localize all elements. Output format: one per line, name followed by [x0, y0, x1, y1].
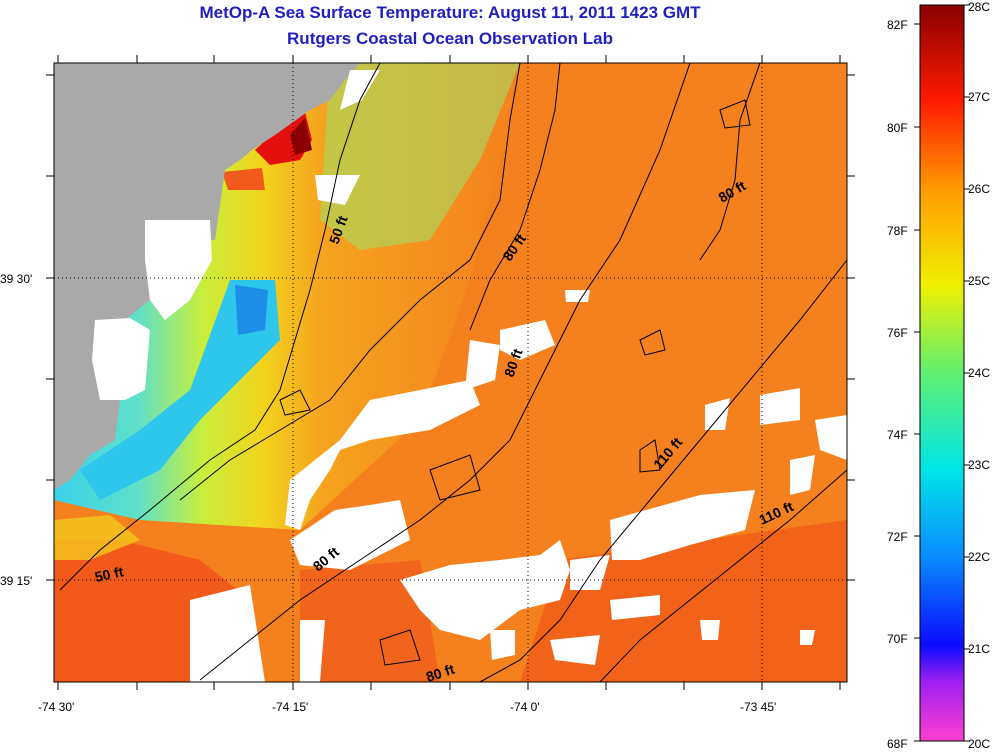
colorbar-f-label: 70F — [887, 632, 908, 646]
colorbar-f-label: 82F — [887, 18, 908, 32]
colorbar-f-label: 76F — [887, 326, 908, 340]
colorbar-f-label: 72F — [887, 530, 908, 544]
sst-coldest-patch — [235, 285, 268, 335]
colorbar-c-label: 28C — [968, 0, 990, 14]
colorbar-f-label: 68F — [887, 737, 908, 751]
colorbar-f-label: 74F — [887, 428, 908, 442]
colorbar-c-label: 20C — [968, 737, 990, 751]
colorbar-c-label: 22C — [968, 550, 990, 564]
map-subtitle: Rutgers Coastal Ocean Observation Lab — [287, 29, 613, 48]
colorbar: 82F 80F 78F 76F 74F 72F 70F 68F 28C 27C … — [887, 0, 990, 751]
contour-label: 50 ft — [93, 563, 125, 585]
lon-label: -74 30' — [38, 700, 74, 714]
colorbar-f-label: 80F — [887, 121, 908, 135]
lat-label: 39 15' — [0, 574, 32, 588]
axis-ticks — [46, 55, 855, 690]
lon-label: -74 0' — [510, 700, 540, 714]
lat-label: 39 30' — [0, 272, 32, 286]
colorbar-f-label: 78F — [887, 224, 908, 238]
sst-cool-band — [80, 280, 280, 500]
grid-lines — [54, 63, 847, 682]
lon-label: -74 15' — [272, 700, 308, 714]
bathymetry-contours — [59, 63, 847, 682]
colorbar-c-label: 24C — [968, 366, 990, 380]
colorbar-gradient — [919, 4, 965, 742]
colorbar-c-label: 25C — [968, 274, 990, 288]
lon-label: -73 45' — [740, 700, 776, 714]
colorbar-c-label: 27C — [968, 90, 990, 104]
colorbar-c-label: 21C — [968, 642, 990, 656]
land-mass — [54, 63, 360, 490]
colorbar-c-label: 26C — [968, 182, 990, 196]
cloud-mask — [92, 70, 847, 682]
sst-field — [54, 63, 847, 682]
map-title: MetOp-A Sea Surface Temperature: August … — [199, 3, 701, 22]
colorbar-c-label: 23C — [968, 458, 990, 472]
